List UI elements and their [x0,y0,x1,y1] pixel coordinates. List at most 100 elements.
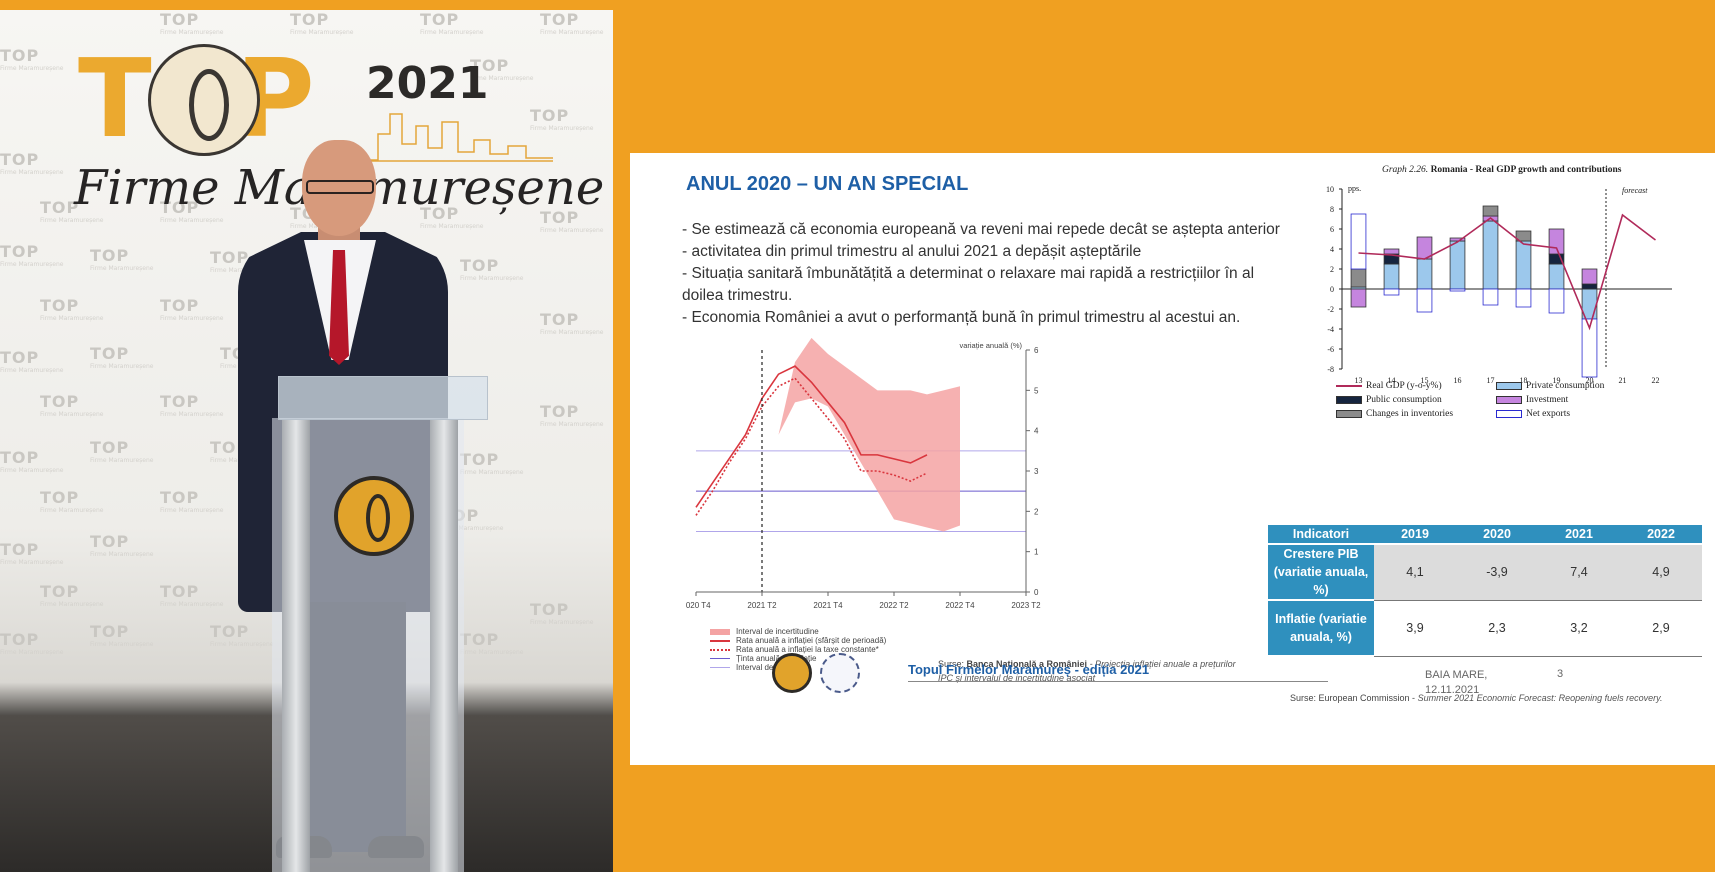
bar-net-exports [1416,288,1433,313]
watermark-sub: Firme Maramureșene [90,641,154,648]
y-tick-label: 0 [1034,588,1039,597]
y-axis-label: pps. [1348,184,1361,193]
table-cell: 3,9 [1374,600,1456,657]
watermark-word: TOP [540,208,580,227]
watermark-sub: Firme Maramureșene [0,65,64,72]
speaker-head [302,140,376,236]
legend-entry-constant: Rata anuală a inflației la taxe constant… [710,645,886,654]
watermark-word: TOP [540,310,580,329]
uncertainty-band [778,338,960,532]
watermark-sub: Firme Maramureșene [460,469,524,476]
watermark-word: TOP [460,256,500,275]
watermark-sub: Firme Maramureșene [0,169,64,176]
forecast-label: forecast [1622,186,1648,195]
y-tick-label: 6 [1034,346,1039,355]
source-rest: Summer 2021 Economic Forecast: Reopening… [1417,693,1663,703]
table-cell: -3,9 [1456,544,1538,601]
legend-entry-inventories: Changes in inventories [1336,409,1496,419]
x-tick-label: 2021 T2 [747,601,777,610]
bar-public-consumption [1581,283,1598,290]
gdp-title-prefix: Graph 2.26. [1382,165,1429,175]
y-tick-label: 4 [1034,427,1039,436]
bar-inventories [1515,230,1532,242]
bar-net-exports [1515,288,1532,308]
watermark-sub: Firme Maramureșene [90,265,154,272]
watermark-word: TOP [540,10,580,29]
y-tick-label: 3 [1034,467,1039,476]
watermark-word: TOP [160,296,200,315]
bar-inventories [1350,268,1367,288]
table-cell: 3,2 [1538,600,1620,657]
watermark-word: TOP [0,540,40,559]
x-tick-label: 2022 T4 [945,601,975,610]
watermark-sub: Firme Maramureșene [40,411,104,418]
legend-entry-netexports: Net exports [1496,409,1656,419]
bar-net-exports [1581,318,1598,378]
watermark-sub: Firme Maramureșene [160,315,224,322]
table-cell: 4,9 [1620,544,1702,601]
chamber-logo-icon [772,653,812,693]
watermark-sub: Firme Maramureșene [420,29,484,36]
watermark-word: TOP [420,10,460,29]
x-tick-label: 21 [1619,376,1627,385]
watermark-sub: Firme Maramureșene [40,507,104,514]
watermark-sub: Firme Maramureșene [40,217,104,224]
legend-label: Private consumption [1526,381,1605,391]
legend-entry-range: Interval de variație [710,663,886,672]
y-tick-label: 2 [1330,265,1334,274]
source-prefix: Surse: European Commission - [1290,693,1418,703]
watermark-word: TOP [210,248,250,267]
watermark-word: TOP [0,448,40,467]
slide-title: ANUL 2020 – UN AN SPECIAL [686,173,969,195]
watermark-sub: Firme Maramureșene [0,649,64,656]
x-tick-label: 13 [1355,376,1363,385]
watermark-word: TOP [460,450,500,469]
gdp-title-main: Romania - Real GDP growth and contributi… [1430,165,1622,175]
watermark-sub: Firme Maramureșene [530,619,594,626]
bullet-item: - Economia României a avut o performanță… [682,309,1241,326]
bar-investment [1350,288,1367,308]
watermark-sub: Firme Maramureșene [160,601,224,608]
watermark-sub: Firme Maramureșene [540,329,604,336]
inflation-end-period-line [695,365,928,508]
caduceus-logo-icon [820,653,860,693]
legend-label: Changes in inventories [1366,409,1454,419]
y-tick-label: -6 [1327,345,1334,354]
podium-top [278,376,488,420]
watermark-sub: Firme Maramureșene [470,75,534,82]
y-tick-label: 8 [1330,205,1334,214]
bar-investment [1383,248,1400,255]
watermark-sub: Firme Maramureșene [160,411,224,418]
table-cell: 7,4 [1538,544,1620,601]
table-header: 2021 [1538,525,1620,545]
watermark-word: TOP [420,204,460,223]
x-tick-label: 18 [1520,376,1528,385]
legend-label: Public consumption [1366,395,1442,405]
watermark-word: TOP [460,630,500,649]
page-number: 3 [1557,668,1564,680]
watermark-sub: Firme Maramureșene [40,315,104,322]
table-cell: 4,1 [1374,544,1456,601]
x-tick-label: 14 [1388,376,1396,385]
watermark-word: TOP [160,392,200,411]
bar-net-exports [1449,288,1466,292]
skyline-icon [368,113,553,162]
legend-label: Investment [1526,395,1569,405]
bar-investment [1449,237,1466,242]
